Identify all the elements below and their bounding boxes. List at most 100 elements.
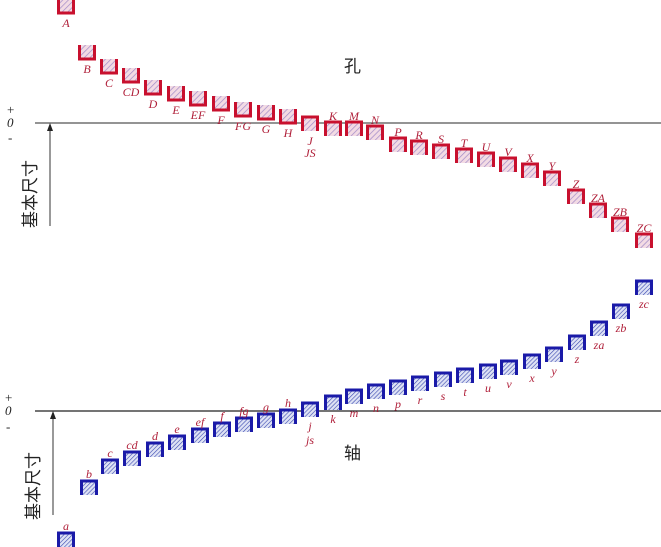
shaft-label-js: js [304,433,314,447]
hole-zone-x [521,162,539,178]
shaft-zone-r [411,375,429,391]
hole-zone-outline [301,115,319,131]
hole-zone-v [499,156,517,172]
shaft-label-z: z [574,352,580,366]
shaft-zone-zb [612,303,630,319]
hole-zone-fill [79,45,95,59]
hole-zone-fill [411,141,427,155]
shaft-label-m: m [350,406,359,420]
hole-zone-u [477,151,495,167]
shaft-label-e: e [174,422,180,436]
hole-zone-fill [522,164,538,178]
hole-label-U: U [482,140,492,154]
hole-zone-outline [100,59,118,75]
hole-zone-outline [432,143,450,159]
shaft-zone-fill [412,377,428,391]
hole-zone-r [410,139,428,155]
hole-zone-outline [366,124,384,140]
shaft-zone-t [456,367,474,383]
shaft-label-h: h [285,396,291,410]
hole-zone-m [345,120,363,136]
shaft-zone-outline [568,334,586,350]
hole-zone-fill [190,91,206,105]
shaft-zone-g [257,412,275,428]
hole-zone-fill [168,86,184,100]
shaft-zone-e [168,434,186,450]
shaft-label-p: p [394,397,401,411]
shaft-zone-outline [545,346,563,362]
hole-zone-c [100,59,118,75]
shaft-zone-outline [279,408,297,424]
hole-zone-fill [636,234,652,248]
shaft-zone-a [57,531,75,547]
hole-label-H: H [283,126,294,140]
hole-label-F: F [216,113,225,127]
hole-zone-fill [390,138,406,152]
shaft-zone-fill [569,336,585,350]
shaft-zone-outline [324,394,342,410]
hole-label-G: G [262,122,271,136]
shaft-zone-fill [501,361,517,375]
shaft-zone-outline [80,479,98,495]
shaft-zone-outline [57,531,75,547]
shaft-label-y: y [550,364,557,378]
hole-zone-fill [367,126,383,140]
hole-zone-y [543,170,561,186]
hole-zone-e [167,86,185,102]
shaft-basic-size-label: 基本尺寸 [24,452,44,520]
shaft-zone-outline [191,427,209,443]
hole-zone-a [57,0,75,15]
hole-label-E: E [171,103,180,117]
hole-zone-outline [324,120,342,136]
shaft-zone-fill [524,355,540,369]
shaft-zone-fill [325,396,341,410]
hole-label-M: M [348,109,360,123]
hole-zone-fill [346,122,362,136]
shaft-zone-fill [236,418,252,432]
shaft-zone-outline [146,441,164,457]
hole-zone-d [144,80,162,96]
hole-label-R: R [414,128,423,142]
shaft-label-c: c [107,446,113,460]
shaft-zone-z [568,334,586,350]
shaft-zone-outline [123,450,141,466]
hole-zone-fg [234,102,252,118]
shaft-zone-outline [235,416,253,432]
hole-label-Z: Z [573,177,580,191]
hole-label-S: S [438,132,444,146]
hole-zone-fill [590,204,606,218]
hole-zone-fill [58,0,74,13]
hole-label-X: X [525,151,534,165]
shaft-label-r: r [418,393,423,407]
hole-label-J: J [307,134,313,148]
hole-zone-fill [568,190,584,204]
shaft-zone-fill [169,436,185,450]
shaft-zone-outline [345,388,363,404]
hole-zone-outline [144,80,162,96]
hole-zone-outline [212,96,230,112]
shaft-zone-v [500,359,518,375]
hole-zone-g [257,105,275,121]
shaft-label-za: za [593,338,605,352]
shaft-zone-fill [613,305,629,319]
hole-zone-outline [521,162,539,178]
hole-label-ZC: ZC [637,221,653,235]
hole-zone-z [567,188,585,204]
hole-zone-fill [145,80,161,94]
shaft-zone-fill [546,348,562,362]
hole-zone-outline [611,216,629,232]
hole-minus-sign: - [8,130,12,145]
shaft-label-b: b [86,467,92,481]
hole-zone-b [78,45,96,61]
shaft-arrow-head [50,411,56,419]
hole-label-EF: EF [190,108,206,122]
hole-zone-outline [477,151,495,167]
hole-zone-zc [635,232,653,248]
hole-zone-outline [257,105,275,121]
shaft-zone-h [279,408,297,424]
shaft-zone-outline [367,383,385,399]
hole-zone-fill [101,59,117,73]
hole-label-ZB: ZB [613,205,628,219]
